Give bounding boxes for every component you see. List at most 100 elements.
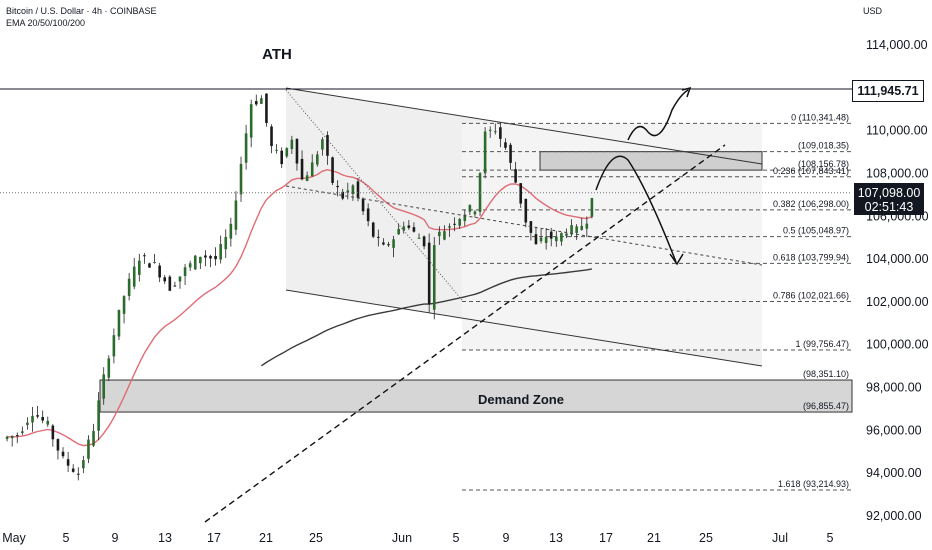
x-tick-label: May (2, 531, 26, 545)
candle-body (82, 460, 85, 469)
candle-body (224, 236, 228, 250)
candle-body (138, 260, 141, 275)
candle-body (163, 277, 167, 282)
dashed-diagonal (285, 185, 763, 266)
candle-body (509, 144, 512, 163)
candle-body (488, 129, 492, 131)
candle-body (168, 276, 172, 291)
candle-body (87, 439, 90, 459)
candle-body (524, 198, 528, 223)
candle-body (249, 104, 253, 138)
bar-countdown: 02:51:43 (864, 200, 914, 214)
candle-body (300, 158, 304, 180)
candle-body (371, 222, 375, 237)
candle-body (239, 163, 243, 195)
candle-body (21, 431, 24, 433)
ath-label: ATH (262, 46, 292, 63)
candle-body (229, 223, 233, 239)
candle-body (504, 142, 507, 148)
current-price-marker: 107,098.00 02:51:43 (854, 183, 924, 215)
candle-body (315, 154, 319, 165)
candle-body (10, 436, 14, 439)
candle-body (285, 148, 289, 157)
candle-body (36, 415, 39, 417)
fib-label: 0.382 (106,298.00) (773, 199, 849, 209)
x-tick-label: 17 (207, 531, 221, 545)
candle-body (539, 237, 543, 242)
candle-body (71, 468, 75, 472)
y-tick-label: 100,000.00 (866, 338, 929, 352)
y-tick-label: 104,000.00 (866, 252, 929, 266)
indicator-legend: EMA 20/50/100/200 (6, 18, 86, 28)
candle-body (570, 225, 573, 235)
candle-body (366, 208, 370, 222)
demand-zone-label: Demand Zone (478, 392, 564, 407)
candle-body (214, 255, 217, 260)
candle-body (392, 239, 395, 248)
fib-label: 0.618 (103,799.94) (773, 252, 849, 262)
arrow-head (669, 253, 684, 266)
candle-body (234, 200, 238, 230)
candle-body (76, 473, 80, 475)
candle-body (260, 98, 263, 104)
candle-body (173, 285, 177, 287)
candle-body (112, 335, 116, 357)
candle-body (346, 190, 350, 193)
candle-body (448, 226, 451, 228)
candle-body (402, 226, 406, 231)
candle-body (107, 358, 111, 378)
candle-body (580, 225, 584, 230)
x-tick-label: 21 (259, 531, 273, 545)
fib-label: 1 (99,756.47) (795, 339, 849, 349)
candle-body (41, 416, 44, 421)
candle-body (473, 211, 477, 215)
x-tick-label: 13 (158, 531, 172, 545)
candle-body (544, 236, 548, 244)
fib-label: 0.786 (102,021.66) (773, 290, 849, 300)
candle-body (310, 162, 314, 177)
currency-unit: USD (862, 6, 882, 16)
candle-body (458, 218, 461, 226)
fib-label: (109,018.35) (798, 141, 849, 151)
resistance-zone (539, 151, 763, 171)
candle-body (493, 131, 497, 133)
x-tick-label: 17 (599, 531, 613, 545)
candle-body (575, 226, 578, 233)
y-tick-label: 114,000.00 (866, 38, 928, 52)
candle-body (499, 127, 502, 139)
candle-body (453, 223, 456, 225)
candle-body (351, 185, 355, 195)
candle-body (356, 181, 360, 198)
candle-body (56, 439, 60, 451)
candle-body (61, 451, 65, 457)
candle-body (66, 459, 70, 466)
candle-body (265, 93, 268, 123)
y-tick-label: 108,000.00 (866, 166, 929, 180)
candle-body (407, 225, 411, 228)
fib-label: 1.618 (93,214.93) (778, 479, 849, 489)
x-tick-label: 5 (453, 531, 460, 545)
candle-body (254, 101, 258, 105)
channel-lower-line (285, 289, 763, 367)
candle-body (361, 198, 365, 212)
candle-body (565, 233, 568, 236)
candle-body (295, 138, 299, 164)
x-tick-label: Jul (772, 531, 788, 545)
x-tick-label: 25 (699, 531, 713, 545)
candle-body (270, 126, 273, 147)
y-tick-label: 96,000.00 (866, 423, 922, 437)
candle-body (321, 139, 324, 150)
ema-fast-line (7, 168, 593, 447)
x-tick-label: 9 (112, 531, 119, 545)
candle-body (382, 242, 385, 245)
candle-body (219, 244, 222, 260)
demand-zone (99, 379, 853, 413)
candle-body (590, 198, 594, 217)
candle-body (132, 266, 136, 287)
candle-body (336, 185, 339, 188)
fib-label: (96,855.47) (803, 401, 849, 411)
candle-body (514, 169, 517, 183)
candle-body (127, 278, 131, 296)
candle-body (51, 425, 55, 440)
